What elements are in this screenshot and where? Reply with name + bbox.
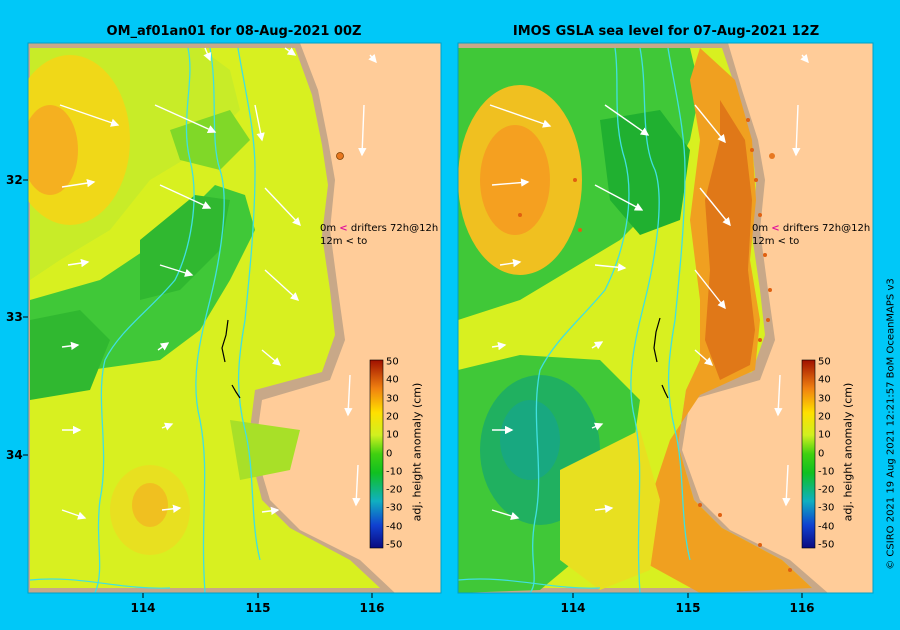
- x-tick-label: 114: [560, 601, 586, 615]
- left-map-panel: [28, 43, 441, 593]
- left-panel-title: OM_af01an01 for 08-Aug-2021 00Z: [106, 24, 362, 39]
- x-tick-label: 115: [245, 601, 271, 615]
- colorbar-tick-label: 50: [818, 356, 831, 368]
- drifter-marker-icon: <: [339, 223, 348, 234]
- colorbar-tick-label: -50: [818, 539, 835, 551]
- colorbar-tick-label: 50: [386, 356, 399, 368]
- x-tick-label: 115: [675, 601, 701, 615]
- colorbar-tick-label: 0: [818, 448, 825, 459]
- colorbar-left: [369, 359, 384, 549]
- axis-ticks: [23, 179, 803, 598]
- colorbar-tick-label: 30: [386, 393, 399, 405]
- drifter-legend-right: 0m < drifters 72h@12h: [752, 223, 871, 234]
- bathymetry-contour: [94, 47, 195, 593]
- bathymetry-contour: [529, 47, 630, 593]
- x-tick-label: 114: [130, 601, 156, 615]
- colorbar-tick-label: -20: [818, 484, 835, 496]
- credit-text: © CSIRO 2021 19 Aug 2021 12:21:57 BoM Oc…: [885, 278, 897, 570]
- y-tick-label: 34: [6, 448, 23, 462]
- colorbar-tick-label: -30: [386, 502, 403, 514]
- colorbar-tick-label: -10: [386, 466, 403, 478]
- colorbar-tick-label: 30: [818, 393, 831, 405]
- colorbar-tick-label: 40: [386, 374, 399, 386]
- colorbar-tick-label: -40: [818, 521, 835, 533]
- station-marker: [336, 152, 344, 160]
- right-panel-title: IMOS GSLA sea level for 07-Aug-2021 12Z: [512, 24, 820, 39]
- drifter-marker-icon: <: [345, 236, 355, 247]
- drifter-tracks: [221, 319, 241, 399]
- right-map-panel: [458, 43, 873, 593]
- drifter-legend-left: 0m < drifters 72h@12h: [320, 223, 439, 234]
- observation-points: [518, 118, 792, 572]
- y-tick-label: 33: [6, 310, 23, 324]
- colorbar-tick-label: -30: [818, 502, 835, 514]
- colorbar-tick-label: -20: [386, 484, 403, 496]
- current-vectors: [59, 47, 301, 520]
- colorbar-tick-label: -50: [386, 539, 403, 551]
- colorbar-left-title: adj. height anomaly (cm): [410, 382, 424, 522]
- colorbar-tick-label: 20: [818, 411, 831, 423]
- x-tick-label: 116: [789, 601, 815, 615]
- colorbar-tick-label: 20: [386, 411, 399, 423]
- y-tick-label: 32: [6, 173, 23, 187]
- colorbar-right: [801, 359, 816, 549]
- colorbar-tick-label: -40: [386, 521, 403, 533]
- colorbar-tick-label: 10: [386, 429, 399, 441]
- colorbar-tick-label: 40: [818, 374, 831, 386]
- drifter-tracks: [653, 317, 669, 399]
- drifter-marker-icon: <: [777, 236, 787, 247]
- colorbar-right-title: adj. height anomaly (cm): [841, 382, 855, 522]
- colorbar-tick-label: 10: [818, 429, 831, 441]
- current-vectors: [489, 53, 809, 520]
- x-tick-label: 116: [359, 601, 385, 615]
- colorbar-tick-label: -10: [818, 466, 835, 478]
- drifter-marker-icon: <: [771, 223, 780, 234]
- colorbar-tick-label: 0: [386, 448, 393, 459]
